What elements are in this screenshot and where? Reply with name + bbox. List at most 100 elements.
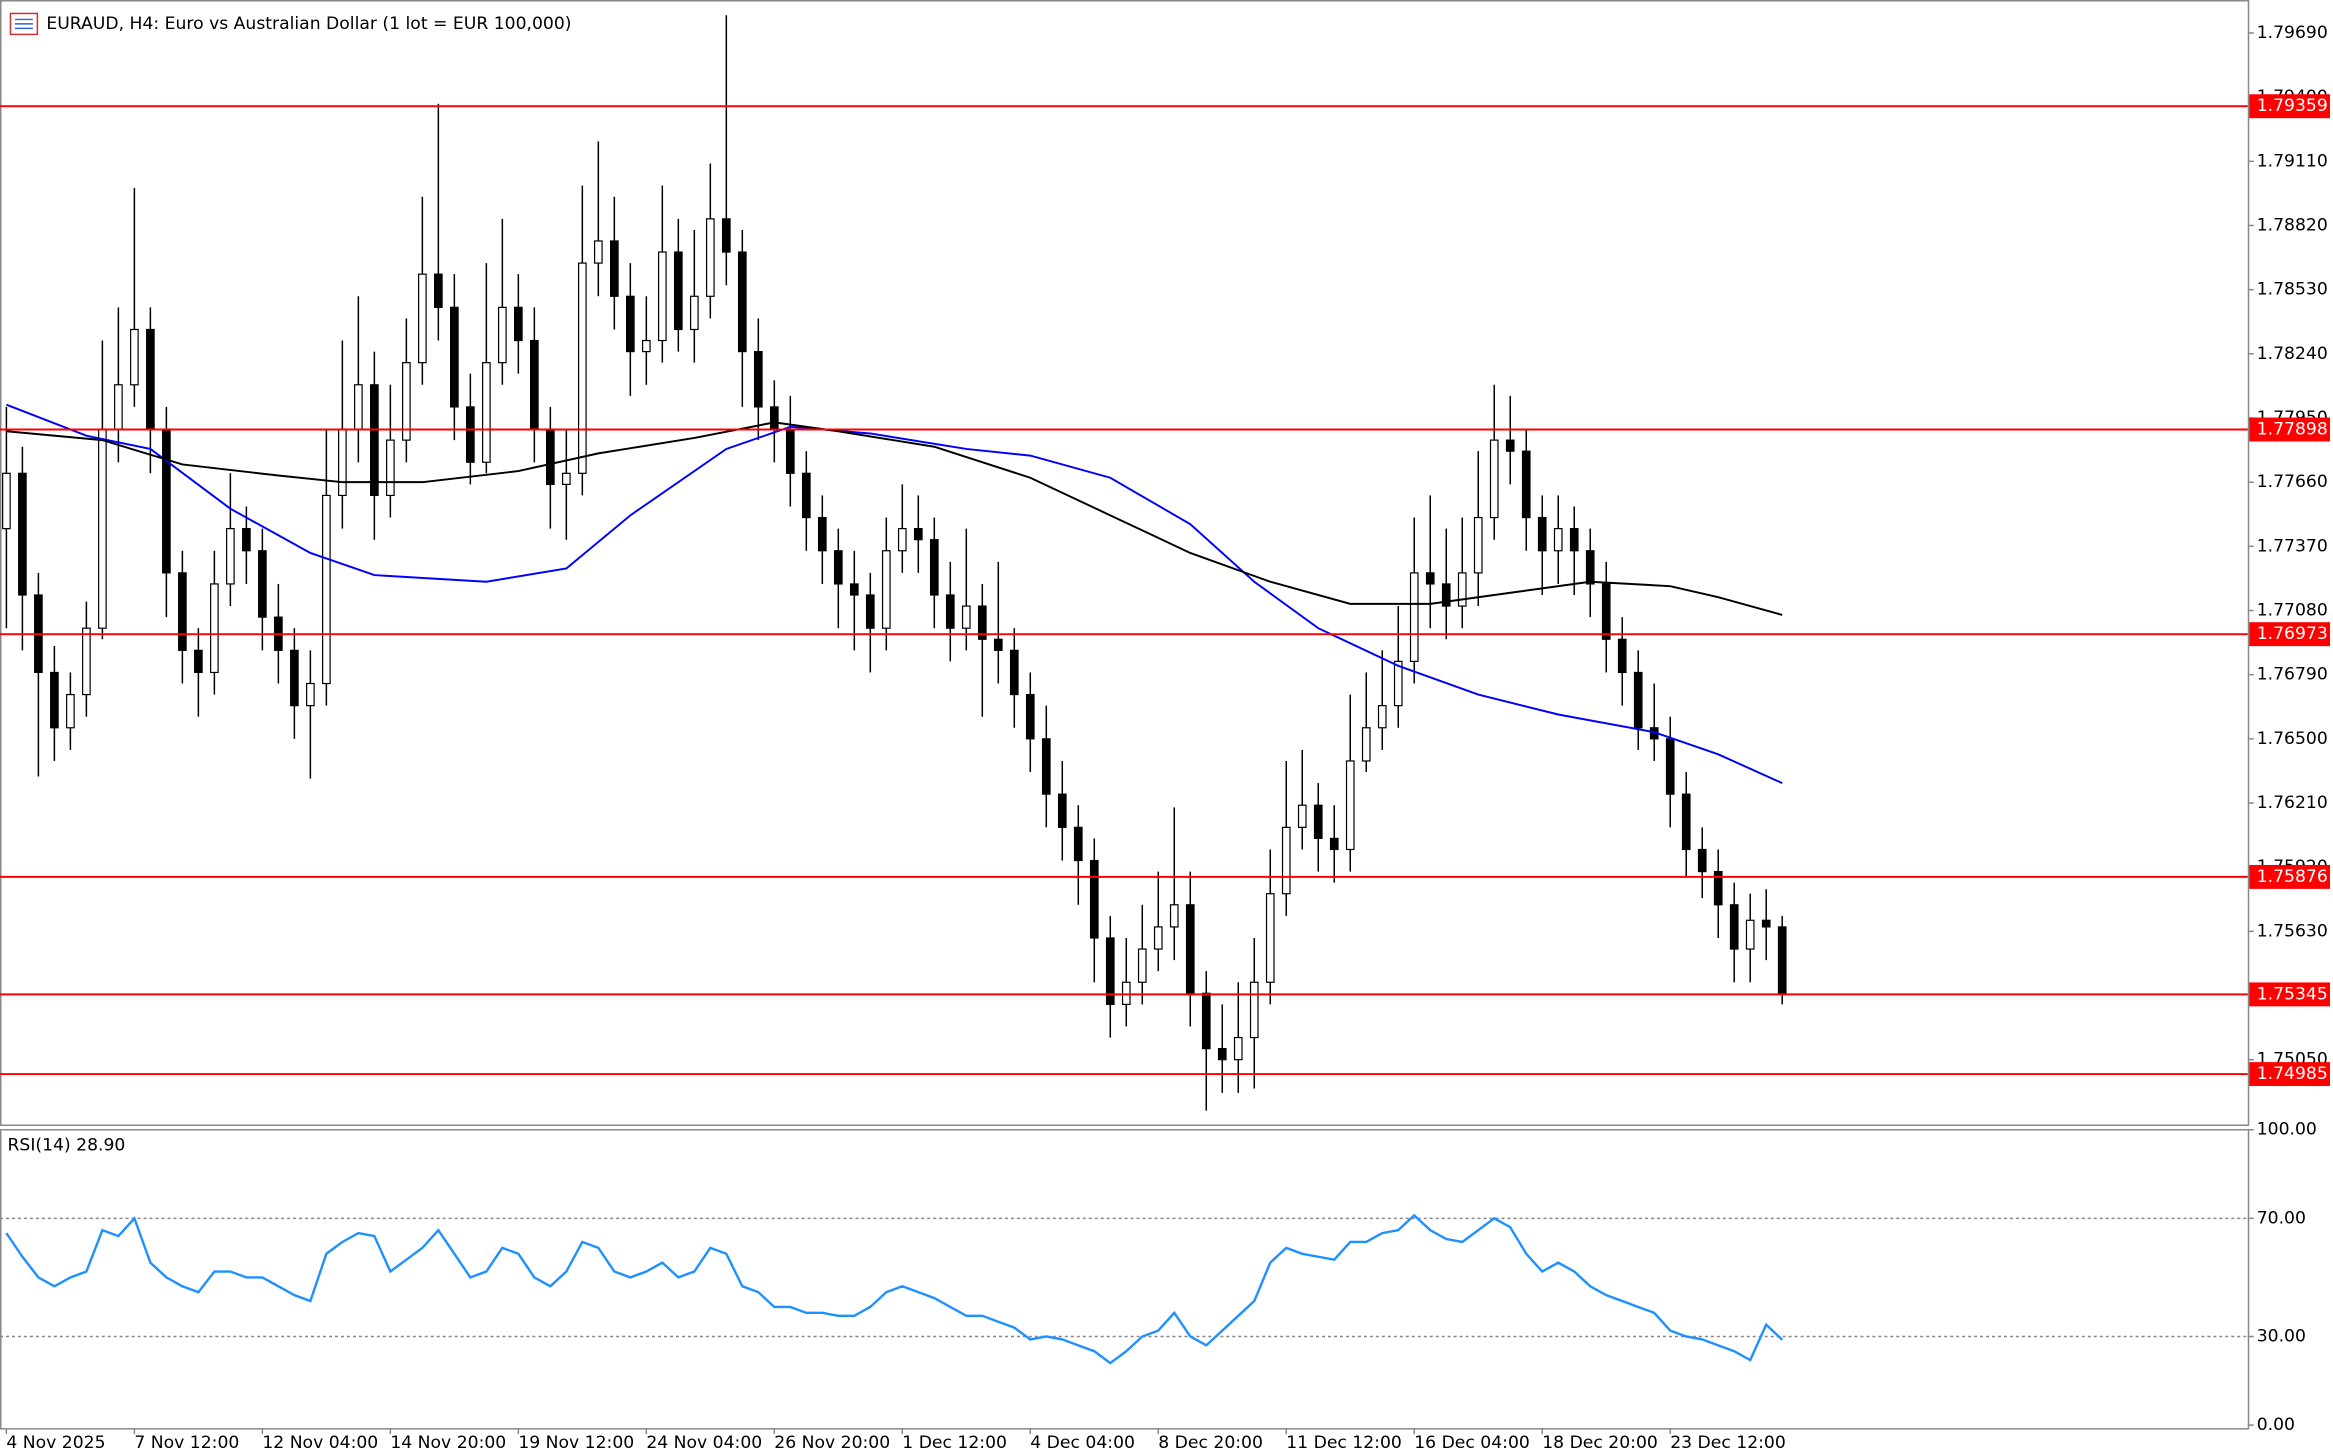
- level-tag: [2249, 982, 2331, 1007]
- candle-body-up: [210, 583, 219, 674]
- x-tick-label: 11 Dec 12:00: [1286, 1433, 1402, 1452]
- candle-body-up: [66, 693, 75, 729]
- candle-body-up: [130, 328, 139, 386]
- candle-body-down: [1617, 638, 1627, 674]
- candle-body-up: [1345, 760, 1355, 851]
- candle-body-down: [1697, 848, 1707, 873]
- level-label: 1.74985: [2257, 1064, 2328, 1084]
- rsi-line: [5, 1213, 1784, 1365]
- candle-body-down: [1569, 528, 1579, 552]
- candle-body-down: [514, 306, 523, 342]
- x-tick-label: 8 Dec 20:00: [1158, 1433, 1263, 1452]
- x-tick-label: 7 Nov 12:00: [134, 1433, 239, 1452]
- y-tick-label: 1.79690: [2257, 23, 2328, 43]
- candle-body-down: [785, 428, 795, 474]
- candle-body-down: [1185, 904, 1195, 994]
- y-tick-label: 30.00: [2257, 1326, 2306, 1346]
- candle-body-up: [82, 627, 91, 696]
- candle-body-down: [1073, 826, 1083, 862]
- candle-body-up: [689, 295, 699, 331]
- candle-body-up: [705, 218, 715, 297]
- candle-body-down: [849, 583, 859, 596]
- y-tick-label: 70.00: [2257, 1208, 2306, 1228]
- y-tick-label: 100.00: [2257, 1120, 2317, 1140]
- candle-body-down: [753, 351, 763, 408]
- candle-body-up: [98, 428, 107, 629]
- candle-body-up: [1233, 1036, 1243, 1061]
- candle-body-down: [1729, 904, 1739, 950]
- x-tick-label: 4 Nov 2025: [6, 1433, 105, 1452]
- candle-body-up: [641, 339, 651, 353]
- candle-body-up: [354, 384, 363, 430]
- candle-body-up: [1409, 572, 1419, 662]
- level-tag: [2249, 94, 2331, 119]
- candle-body-down: [737, 251, 747, 353]
- candle-body-down: [817, 516, 827, 552]
- candle-body-up: [1553, 528, 1563, 552]
- candle-body-down: [1313, 804, 1323, 840]
- candle-body-down: [466, 406, 475, 463]
- candle-body-down: [1505, 439, 1515, 452]
- candle-body-down: [1633, 671, 1643, 729]
- candle-body-down: [929, 539, 939, 596]
- candle-body-down: [434, 273, 443, 308]
- candle-body-down: [1089, 859, 1099, 939]
- candle-body-down: [546, 428, 555, 485]
- candle-body-down: [1521, 450, 1531, 519]
- candle-body-down: [721, 218, 731, 253]
- candle-body-down: [178, 572, 187, 651]
- candle-body-down: [1041, 738, 1051, 795]
- candles: [2, 15, 1787, 1111]
- candle-body-down: [290, 649, 299, 707]
- y-tick-label: 1.76790: [2257, 665, 2328, 685]
- candle-body-down: [977, 605, 987, 640]
- candle-body-up: [1169, 904, 1179, 928]
- level-tag: [2249, 417, 2331, 442]
- candle-body-up: [1457, 572, 1467, 607]
- candle-body-up: [1473, 516, 1483, 574]
- candle-body-up: [593, 240, 603, 264]
- candle-body-up: [322, 494, 331, 685]
- candle-body-up: [306, 682, 315, 707]
- candle-body-down: [1329, 837, 1339, 851]
- candle-body-up: [1121, 981, 1131, 1005]
- x-tick-label: 26 Nov 20:00: [774, 1433, 890, 1452]
- x-tick-label: 12 Nov 04:00: [262, 1433, 378, 1452]
- candle-body-up: [1281, 826, 1291, 895]
- level-label: 1.75876: [2257, 867, 2328, 887]
- moving-average: [6, 421, 1783, 616]
- candle-body-down: [1777, 926, 1787, 996]
- candle-body-down: [865, 594, 875, 629]
- candle-body-up: [1137, 948, 1147, 983]
- candle-body-down: [1713, 871, 1723, 906]
- candle-body-down: [146, 328, 155, 430]
- candle-body-down: [1217, 1048, 1227, 1061]
- x-tick-label: 18 Dec 20:00: [1542, 1433, 1658, 1452]
- candle-body-down: [1105, 937, 1115, 1005]
- candle-body-up: [482, 362, 491, 463]
- symbol-icon: [9, 12, 39, 36]
- y-tick-label: 1.78820: [2257, 215, 2328, 235]
- main-panel-frame: [0, 0, 2250, 1127]
- candle-body-up: [961, 605, 971, 629]
- candle-body-down: [801, 472, 811, 519]
- candle-body-down: [625, 295, 635, 353]
- level-label: 1.79359: [2257, 96, 2328, 116]
- candle-body-down: [1009, 649, 1019, 696]
- candle-body-up: [1297, 804, 1307, 828]
- candle-body-up: [1153, 926, 1163, 950]
- x-tick-label: 19 Nov 12:00: [518, 1433, 634, 1452]
- candle-body-down: [1057, 793, 1067, 828]
- candle-body-down: [50, 671, 59, 729]
- candle-body-down: [945, 594, 955, 629]
- x-tick-label: 14 Nov 20:00: [390, 1433, 506, 1452]
- candle-body-down: [450, 306, 459, 408]
- candle-body-down: [1761, 919, 1771, 928]
- candle-body-up: [657, 251, 667, 342]
- candle-body-up: [562, 472, 571, 485]
- candle-body-up: [1489, 439, 1499, 519]
- candle-body-down: [258, 550, 267, 618]
- candle-body-down: [242, 528, 251, 552]
